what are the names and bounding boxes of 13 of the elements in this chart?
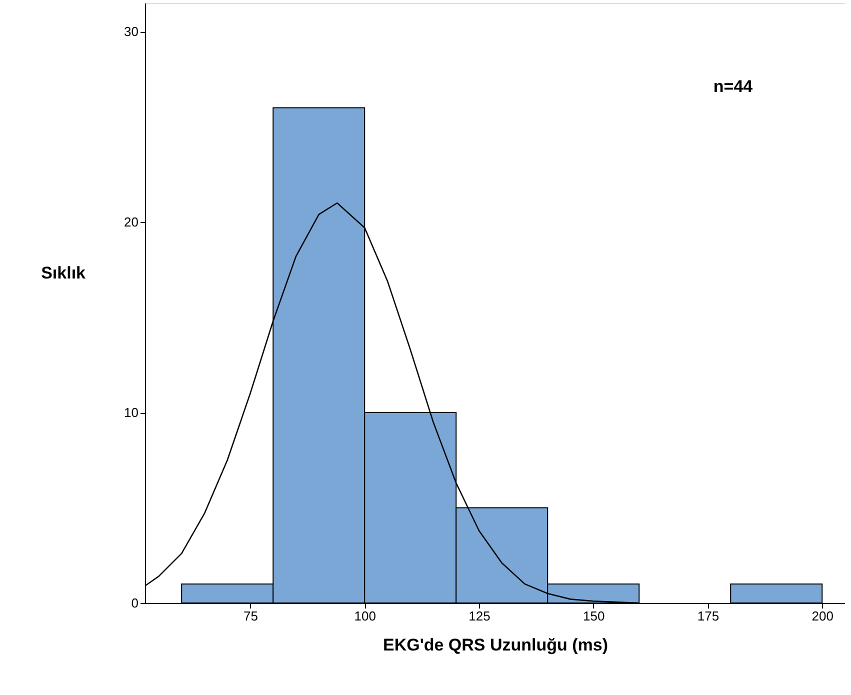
x-tick-label: 150 (583, 608, 605, 624)
x-tick-label: 125 (468, 608, 490, 624)
y-tick-label: 0 (131, 596, 138, 610)
y-tick-label: 10 (124, 405, 138, 420)
x-tick-label: 75 (243, 608, 258, 624)
y-tick-label: 30 (124, 24, 138, 40)
x-axis-title: EKG'de QRS Uzunluğu (ms) (382, 636, 608, 654)
annotation: n=44 (713, 77, 754, 96)
y-axis-title: Sıklık (41, 264, 86, 282)
x-tick-label: 200 (812, 608, 834, 624)
y-tick-label: 20 (124, 214, 138, 230)
x-tick-label: 175 (697, 608, 720, 624)
x-tick-label: 100 (354, 608, 376, 624)
